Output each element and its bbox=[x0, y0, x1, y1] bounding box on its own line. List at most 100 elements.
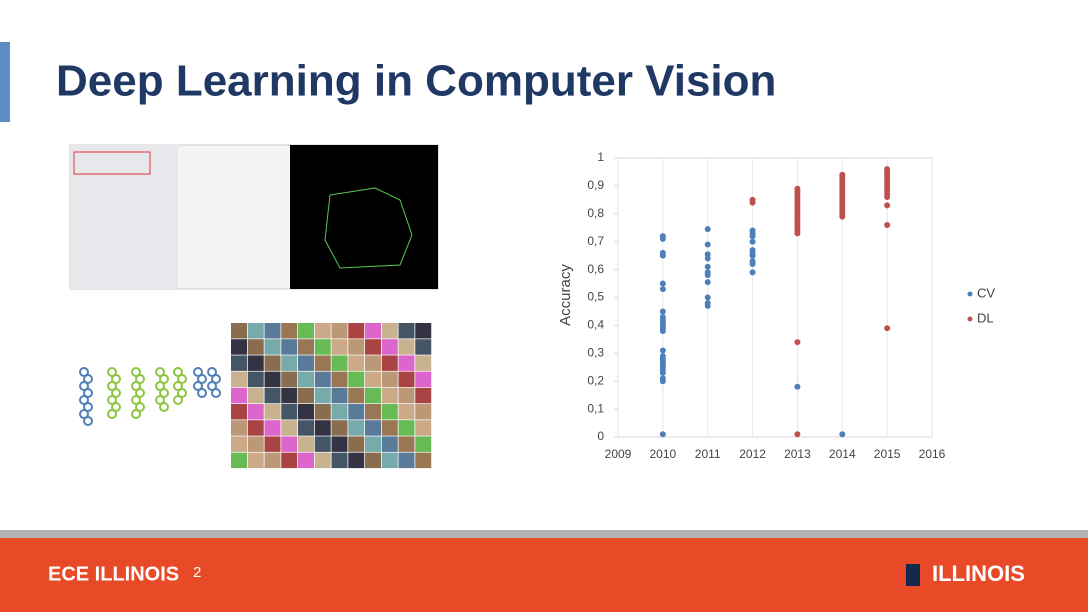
point bbox=[749, 261, 756, 268]
hull-image bbox=[290, 145, 438, 289]
y-tick-label: 0,4 bbox=[587, 318, 604, 332]
mosaic-tile bbox=[398, 339, 415, 355]
mosaic-tile bbox=[398, 420, 415, 436]
mosaic-tile bbox=[298, 387, 314, 404]
mosaic-tile bbox=[365, 355, 381, 371]
neuron bbox=[107, 409, 117, 419]
mosaic-tile bbox=[331, 355, 348, 371]
page-number: 2 bbox=[193, 564, 201, 581]
mosaic-tile bbox=[415, 323, 432, 339]
mosaic-tile bbox=[314, 404, 331, 420]
y-tick-label: 0,6 bbox=[587, 262, 604, 276]
mosaic-tile bbox=[348, 436, 365, 452]
mosaic-tile bbox=[314, 420, 331, 436]
mosaic-tile bbox=[247, 404, 264, 420]
neuron bbox=[197, 388, 207, 398]
mosaic-tile bbox=[398, 323, 415, 339]
mosaic-tile bbox=[231, 371, 247, 388]
point bbox=[704, 241, 711, 248]
mosaic-tile bbox=[314, 339, 331, 355]
mosaic-tile bbox=[264, 404, 281, 420]
point bbox=[659, 369, 666, 376]
mosaic-tile bbox=[331, 404, 348, 420]
neuron bbox=[211, 388, 221, 398]
mosaic-tile bbox=[381, 371, 398, 388]
mosaic-tile bbox=[231, 404, 247, 420]
mosaic-tile bbox=[314, 452, 331, 469]
mosaic-tile bbox=[314, 355, 331, 371]
point bbox=[659, 327, 666, 334]
mosaic-tile bbox=[231, 323, 247, 339]
y-tick-label: 0,3 bbox=[587, 345, 604, 359]
mosaic-tile bbox=[247, 436, 264, 452]
point bbox=[794, 431, 801, 438]
mosaic-tile bbox=[365, 371, 381, 388]
point bbox=[704, 302, 711, 309]
mosaic-tile bbox=[398, 355, 415, 371]
mosaic-tile bbox=[331, 371, 348, 388]
mosaic-tile bbox=[298, 323, 314, 339]
point bbox=[704, 255, 711, 262]
y-tick-label: 1 bbox=[597, 150, 604, 164]
mosaic-tile bbox=[281, 420, 298, 436]
point bbox=[794, 230, 801, 237]
network-icon bbox=[79, 367, 221, 426]
mosaic-tile bbox=[264, 387, 281, 404]
neuron bbox=[173, 395, 183, 405]
point bbox=[659, 252, 666, 259]
mosaic-tile bbox=[381, 339, 398, 355]
mosaic-tile bbox=[381, 323, 398, 339]
mosaic-tile bbox=[314, 436, 331, 452]
mosaic-tile bbox=[331, 387, 348, 404]
mosaic-tile bbox=[365, 339, 381, 355]
point bbox=[749, 269, 756, 276]
mosaic-tile bbox=[331, 323, 348, 339]
mosaic-tile bbox=[381, 404, 398, 420]
mosaic-tile bbox=[298, 420, 314, 436]
mosaic-tile bbox=[365, 452, 381, 469]
mosaic-tile bbox=[247, 323, 264, 339]
legend-label: DL bbox=[977, 310, 994, 325]
point bbox=[704, 294, 711, 301]
y-tick-label: 0,7 bbox=[587, 234, 604, 248]
y-tick-label: 0,5 bbox=[587, 290, 604, 304]
point bbox=[659, 280, 666, 287]
mosaic-tile bbox=[381, 355, 398, 371]
plot-frame bbox=[617, 157, 933, 438]
mosaic-tile bbox=[281, 323, 298, 339]
mosaic-tile bbox=[231, 387, 247, 404]
mosaic-tile bbox=[398, 452, 415, 469]
mosaic-tile bbox=[314, 323, 331, 339]
neuron bbox=[83, 416, 93, 426]
mosaic-tile bbox=[264, 420, 281, 436]
x-tick-label: 2015 bbox=[874, 447, 901, 461]
mosaic-tile bbox=[314, 387, 331, 404]
point bbox=[884, 221, 891, 228]
mosaic-tile bbox=[247, 339, 264, 355]
mosaic-tile bbox=[348, 387, 365, 404]
y-tick-label: 0,2 bbox=[587, 373, 604, 387]
mosaic-tile bbox=[314, 371, 331, 388]
point bbox=[749, 233, 756, 240]
mosaic-tile bbox=[231, 420, 247, 436]
mosaic-tile bbox=[348, 355, 365, 371]
mosaic-tile bbox=[264, 355, 281, 371]
mosaic-tile bbox=[298, 371, 314, 388]
point bbox=[704, 272, 711, 279]
illinois-logo bbox=[906, 564, 920, 586]
mosaic-tile bbox=[247, 420, 264, 436]
x-tick-label: 2009 bbox=[605, 447, 632, 461]
mosaic-tile bbox=[264, 436, 281, 452]
mosaic-tile bbox=[298, 404, 314, 420]
mosaic-tile bbox=[365, 420, 381, 436]
footer-stripe bbox=[0, 530, 1088, 538]
point bbox=[659, 286, 666, 293]
point bbox=[794, 383, 801, 390]
y-tick-label: 0,1 bbox=[587, 401, 604, 415]
point bbox=[884, 202, 891, 209]
image-mosaic bbox=[231, 323, 432, 469]
mosaic-tile bbox=[348, 420, 365, 436]
mosaic-tile bbox=[398, 371, 415, 388]
point bbox=[749, 238, 756, 245]
mosaic-tile bbox=[381, 420, 398, 436]
